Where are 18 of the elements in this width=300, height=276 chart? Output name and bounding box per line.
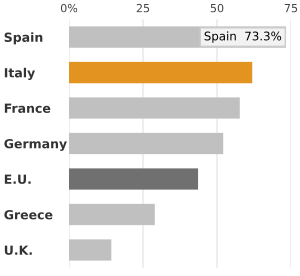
y-tick-label: France xyxy=(4,104,50,113)
x-tick-label: 25 xyxy=(136,4,150,12)
bar xyxy=(69,168,198,190)
y-tick-label: Spain xyxy=(4,32,42,44)
x-tick-label: 0% xyxy=(60,4,78,12)
y-tick-label: E.U. xyxy=(4,174,31,184)
x-tick-label: 50 xyxy=(210,4,224,12)
y-tick-label: Italy xyxy=(4,68,35,80)
annotation: Spain 73.3% xyxy=(204,31,282,43)
y-tick-label: U.K. xyxy=(4,246,32,255)
y-tick-label: Germany xyxy=(4,138,67,151)
x-tick-label: 75 xyxy=(284,4,298,12)
bar xyxy=(69,239,112,261)
y-tick-label: Greece xyxy=(4,210,52,220)
bar xyxy=(69,204,155,226)
bar xyxy=(69,132,224,154)
bar xyxy=(69,62,252,84)
bar xyxy=(69,97,240,119)
